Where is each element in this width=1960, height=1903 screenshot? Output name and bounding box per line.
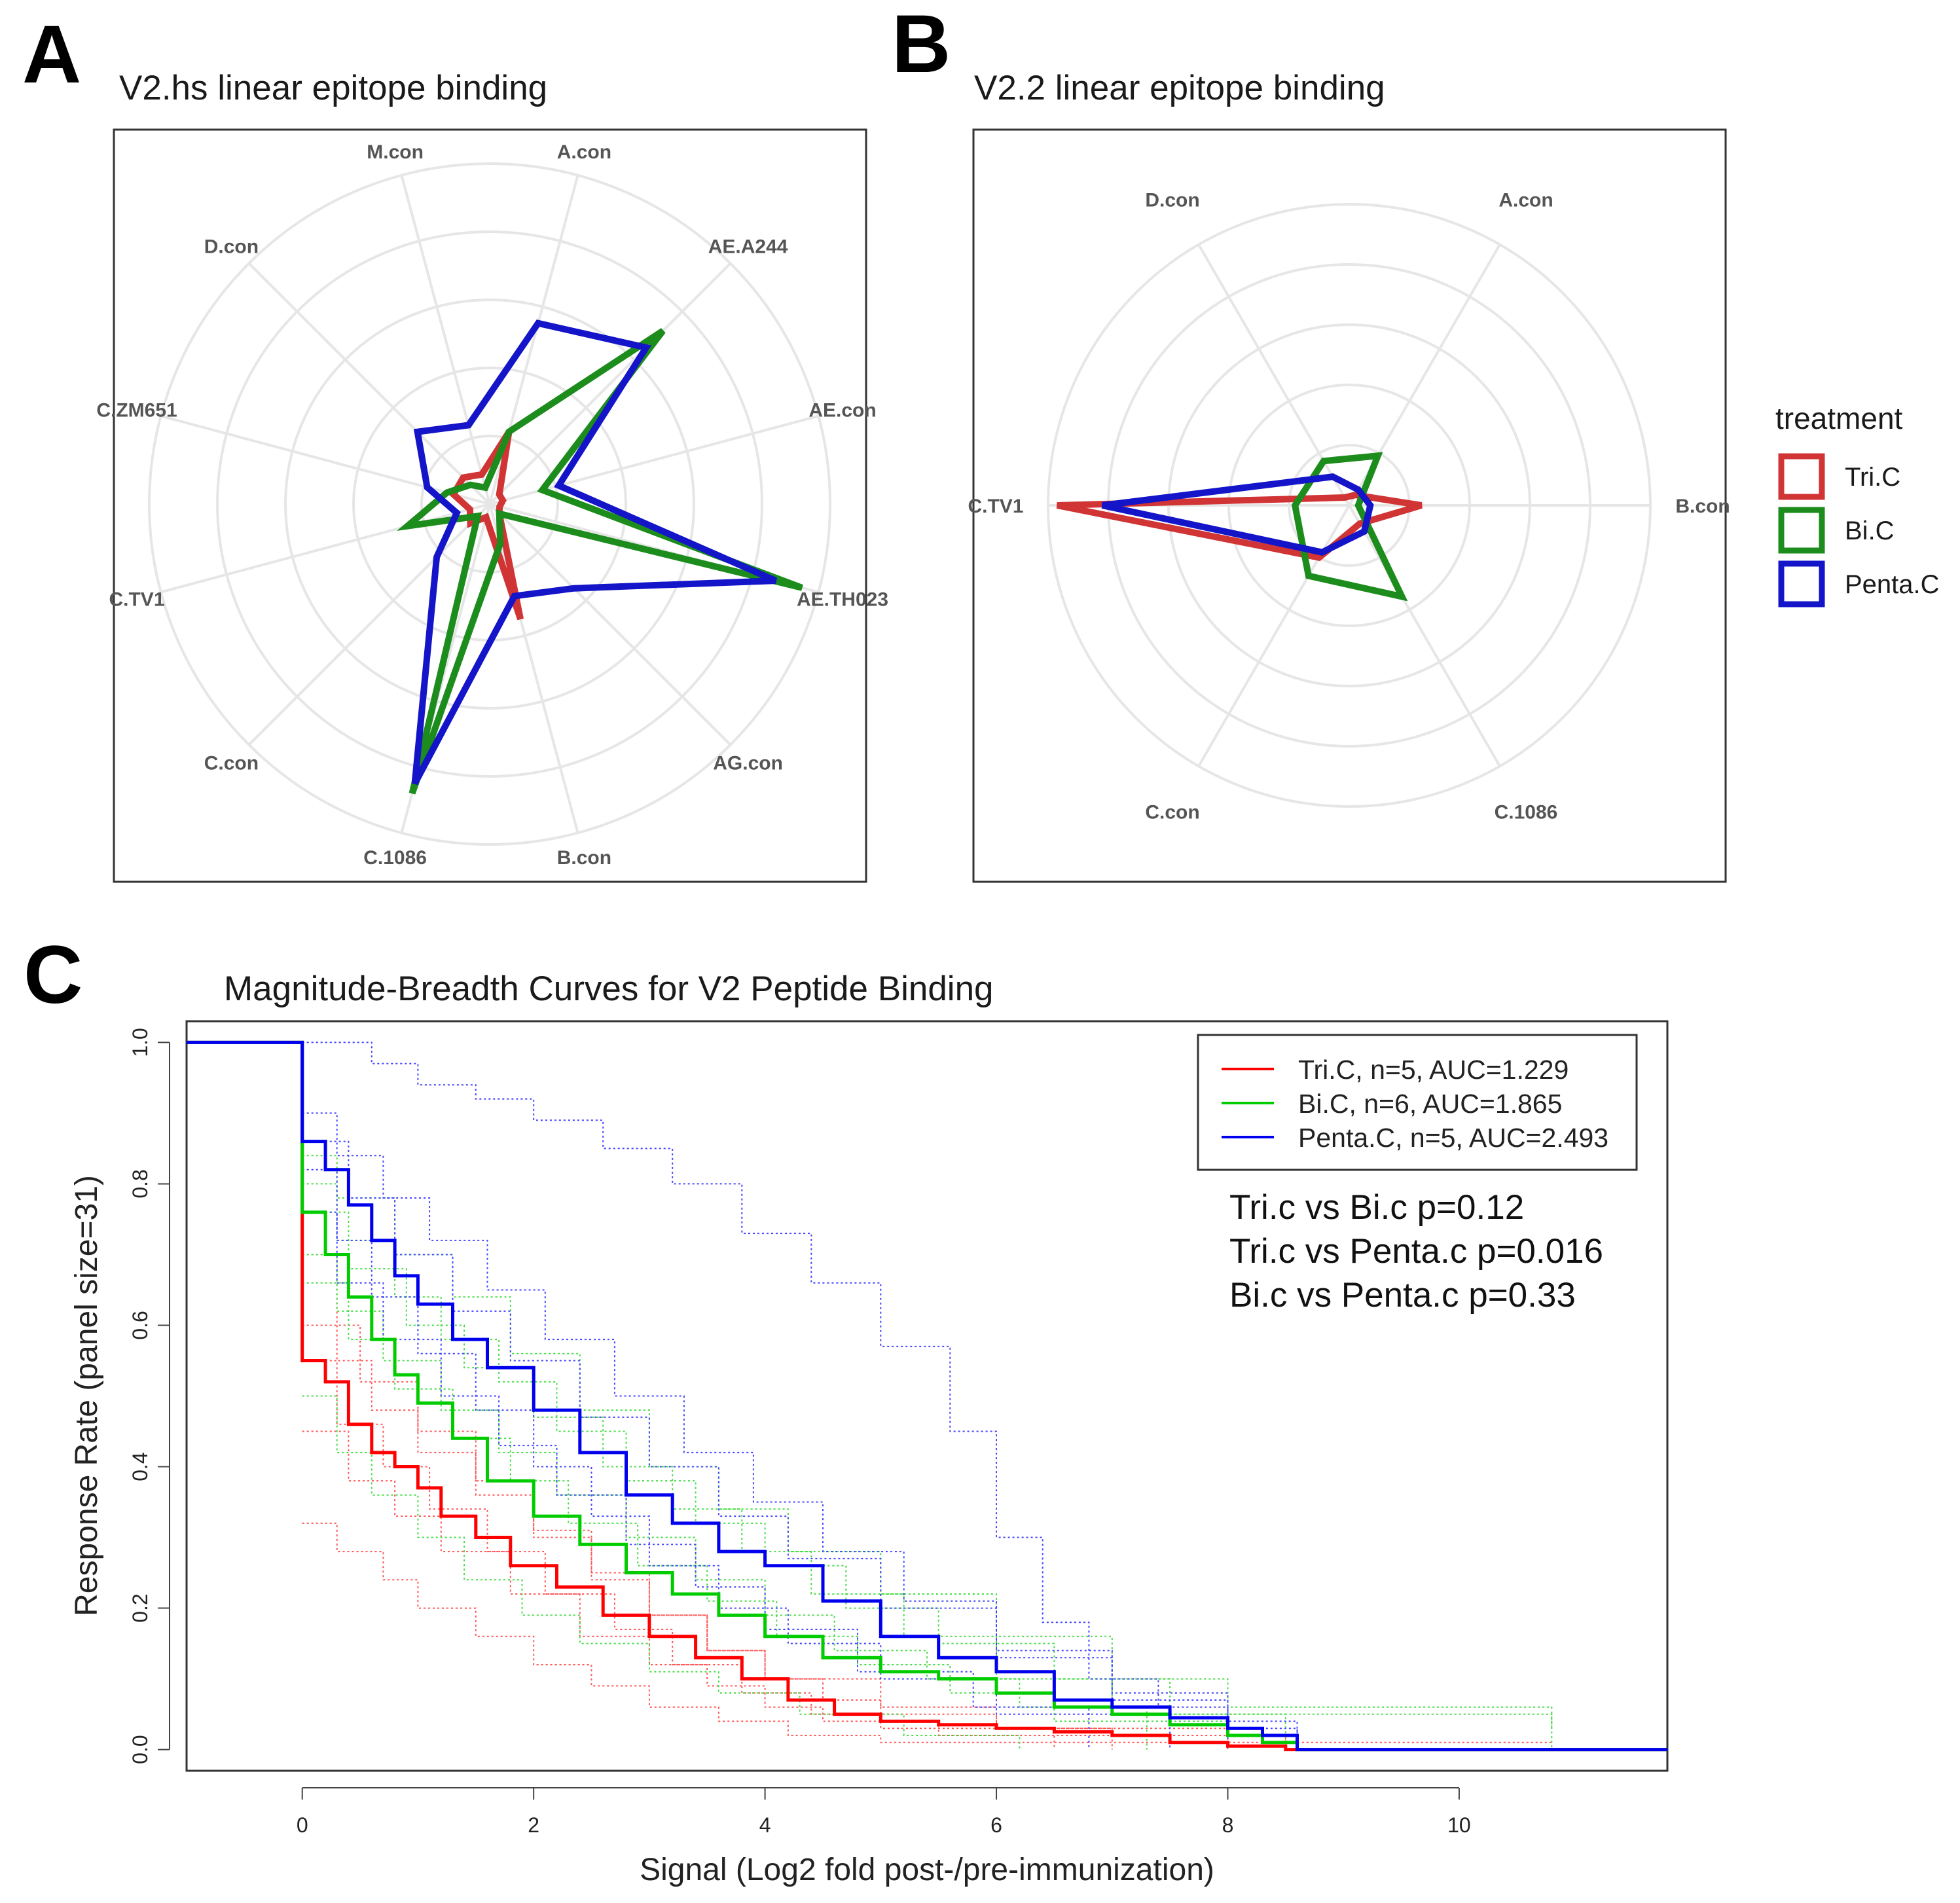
panel-a-letter: A <box>22 9 81 100</box>
axis-label-b-con: B.con <box>1675 496 1730 517</box>
legend-label-tri: Tri.C <box>1845 463 1900 492</box>
axis-label-c-con: C.con <box>204 753 259 774</box>
panel-b-letter: B <box>892 0 951 90</box>
panel-a: A V2.hs linear epitope binding A.con AE.A… <box>22 9 888 883</box>
treatment-legend: treatment Tri.C Bi.C Penta.C <box>1775 401 1940 607</box>
axis-label-ae-th023: AE.TH023 <box>797 589 888 610</box>
curve-legend: Tri.C, n=5, AUC=1.229 Bi.C, n=6, AUC=1.8… <box>1197 1034 1638 1171</box>
grid-ring <box>284 299 695 710</box>
axis-label-d-con: D.con <box>1145 189 1199 211</box>
individual-curve-bi-c <box>302 1282 1229 1750</box>
individual-curve-tri-c <box>302 1430 1113 1750</box>
y-tick-label: 1.0 <box>128 1028 152 1057</box>
radar-b: A.con B.con C.1086 C.con C.TV1 D.con <box>968 189 1730 823</box>
x-tick-label: 8 <box>1222 1813 1234 1837</box>
x-tick-label: 4 <box>759 1813 771 1837</box>
radar-series-tri-c <box>1056 492 1423 562</box>
legend-title: treatment <box>1775 401 1903 435</box>
x-axis-title: Signal (Log2 fold post-/pre-immunization… <box>640 1853 1214 1887</box>
curve-legend-label-penta: Penta.C, n=5, AUC=2.493 <box>1298 1123 1608 1153</box>
individual-curve-penta-c <box>302 1112 1298 1750</box>
mean-curve-tri-c <box>187 1040 1667 1752</box>
panel-c-letter: C <box>24 930 82 1021</box>
y-tick-label: 0.4 <box>128 1452 152 1481</box>
spoke-b-con <box>488 503 579 833</box>
x-tick-label: 2 <box>528 1813 539 1837</box>
axis-label-ae-con: AE.con <box>808 400 876 422</box>
radar-series-bi-c <box>1291 452 1408 602</box>
p-value-tri-vs-penta: Tri.c vs Penta.c p=0.016 <box>1229 1232 1603 1271</box>
axis-label-c-tv1: C.TV1 <box>109 589 164 610</box>
panel-c: C Magnitude-Breadth Curves for V2 Peptid… <box>24 930 1669 1887</box>
mean-curve-bi-c <box>187 1040 1667 1752</box>
individual-curve-tri-c <box>302 1522 1552 1743</box>
individual-curve-penta-c <box>302 1169 1171 1750</box>
spoke-c-zm651 <box>160 414 490 505</box>
spoke-ae-a244 <box>488 262 732 505</box>
radar-a: A.con AE.A244 AE.con AE.TH023 AG.con B.con C.1… <box>96 141 888 869</box>
axis-label-b-con: B.con <box>557 847 611 869</box>
axis-label-c-tv1: C.TV1 <box>968 496 1023 517</box>
spoke-c-1086 <box>1348 505 1501 767</box>
grid-ring <box>148 162 831 846</box>
curve-legend-label-bi: Bi.C, n=6, AUC=1.865 <box>1298 1089 1562 1119</box>
axis-label-a-con: A.con <box>1498 189 1553 211</box>
axis-label-m-con: M.con <box>367 141 424 163</box>
x-tick-label: 10 <box>1447 1813 1471 1837</box>
panel-b: B V2.2 linear epitope binding A.con B.con… <box>892 0 1730 883</box>
grid-ring <box>216 230 763 778</box>
p-value-bi-vs-penta: Bi.c vs Penta.c p=0.33 <box>1229 1276 1576 1314</box>
axis-label-c-con: C.con <box>1145 802 1199 824</box>
legend-swatch-tri <box>1778 453 1825 500</box>
legend-label-penta: Penta.C <box>1845 570 1940 599</box>
axis-label-ag-con: AG.con <box>713 753 783 774</box>
y-axis-title: Response Rate (panel size=31) <box>69 1175 104 1616</box>
individual-curve-bi-c <box>302 1395 1021 1750</box>
y-tick-label: 0.6 <box>128 1311 152 1339</box>
individual-curve-bi-c <box>302 1254 1148 1750</box>
mean-curve-penta-c <box>187 1040 1667 1752</box>
spoke-c-tv1 <box>160 503 490 594</box>
axis-label-c-zm651: C.ZM651 <box>96 400 177 422</box>
panel-c-title: Magnitude-Breadth Curves for V2 Peptide … <box>224 970 994 1008</box>
axis-label-a-con: A.con <box>557 141 611 163</box>
radar-series-bi-c <box>396 328 803 795</box>
legend-swatch-bi <box>1778 507 1825 554</box>
radar-series-penta-c <box>1101 473 1374 556</box>
curve-legend-label-tri: Tri.C, n=5, AUC=1.229 <box>1298 1055 1569 1085</box>
curves <box>187 1040 1667 1752</box>
p-value-annotations: Tri.c vs Bi.c p=0.12 Tri.c vs Penta.c p=… <box>1229 1188 1603 1314</box>
spoke-ag-con <box>488 503 732 746</box>
panel-a-title: V2.hs linear epitope binding <box>119 69 547 107</box>
legend-swatch-penta <box>1778 560 1825 607</box>
p-value-tri-vs-bi: Tri.c vs Bi.c p=0.12 <box>1229 1188 1524 1227</box>
axis-label-c-1086: C.1086 <box>1495 802 1558 824</box>
axis-label-d-con: D.con <box>204 236 259 257</box>
panel-b-title: V2.2 linear epitope binding <box>974 69 1385 107</box>
y-tick-label: 0.0 <box>128 1735 152 1764</box>
axes: 0 2 4 6 8 10 0.0 0.2 0.4 0.6 0.8 1.0 <box>128 1028 1471 1837</box>
spoke-m-con <box>400 175 491 505</box>
x-tick-label: 6 <box>990 1813 1002 1837</box>
individual-curve-penta-c <box>302 1042 1552 1750</box>
spoke-d-con <box>247 262 491 505</box>
y-tick-label: 0.8 <box>128 1169 152 1198</box>
axis-label-ae-a244: AE.A244 <box>708 236 788 257</box>
legend-label-bi: Bi.C <box>1845 517 1895 545</box>
axis-label-c-1086: C.1086 <box>363 847 427 869</box>
radar-series-tri-c <box>449 429 524 621</box>
y-tick-label: 0.2 <box>128 1593 152 1622</box>
radar-series-penta-c <box>411 319 778 786</box>
spoke-c-con <box>247 503 491 746</box>
x-tick-label: 0 <box>297 1813 308 1837</box>
